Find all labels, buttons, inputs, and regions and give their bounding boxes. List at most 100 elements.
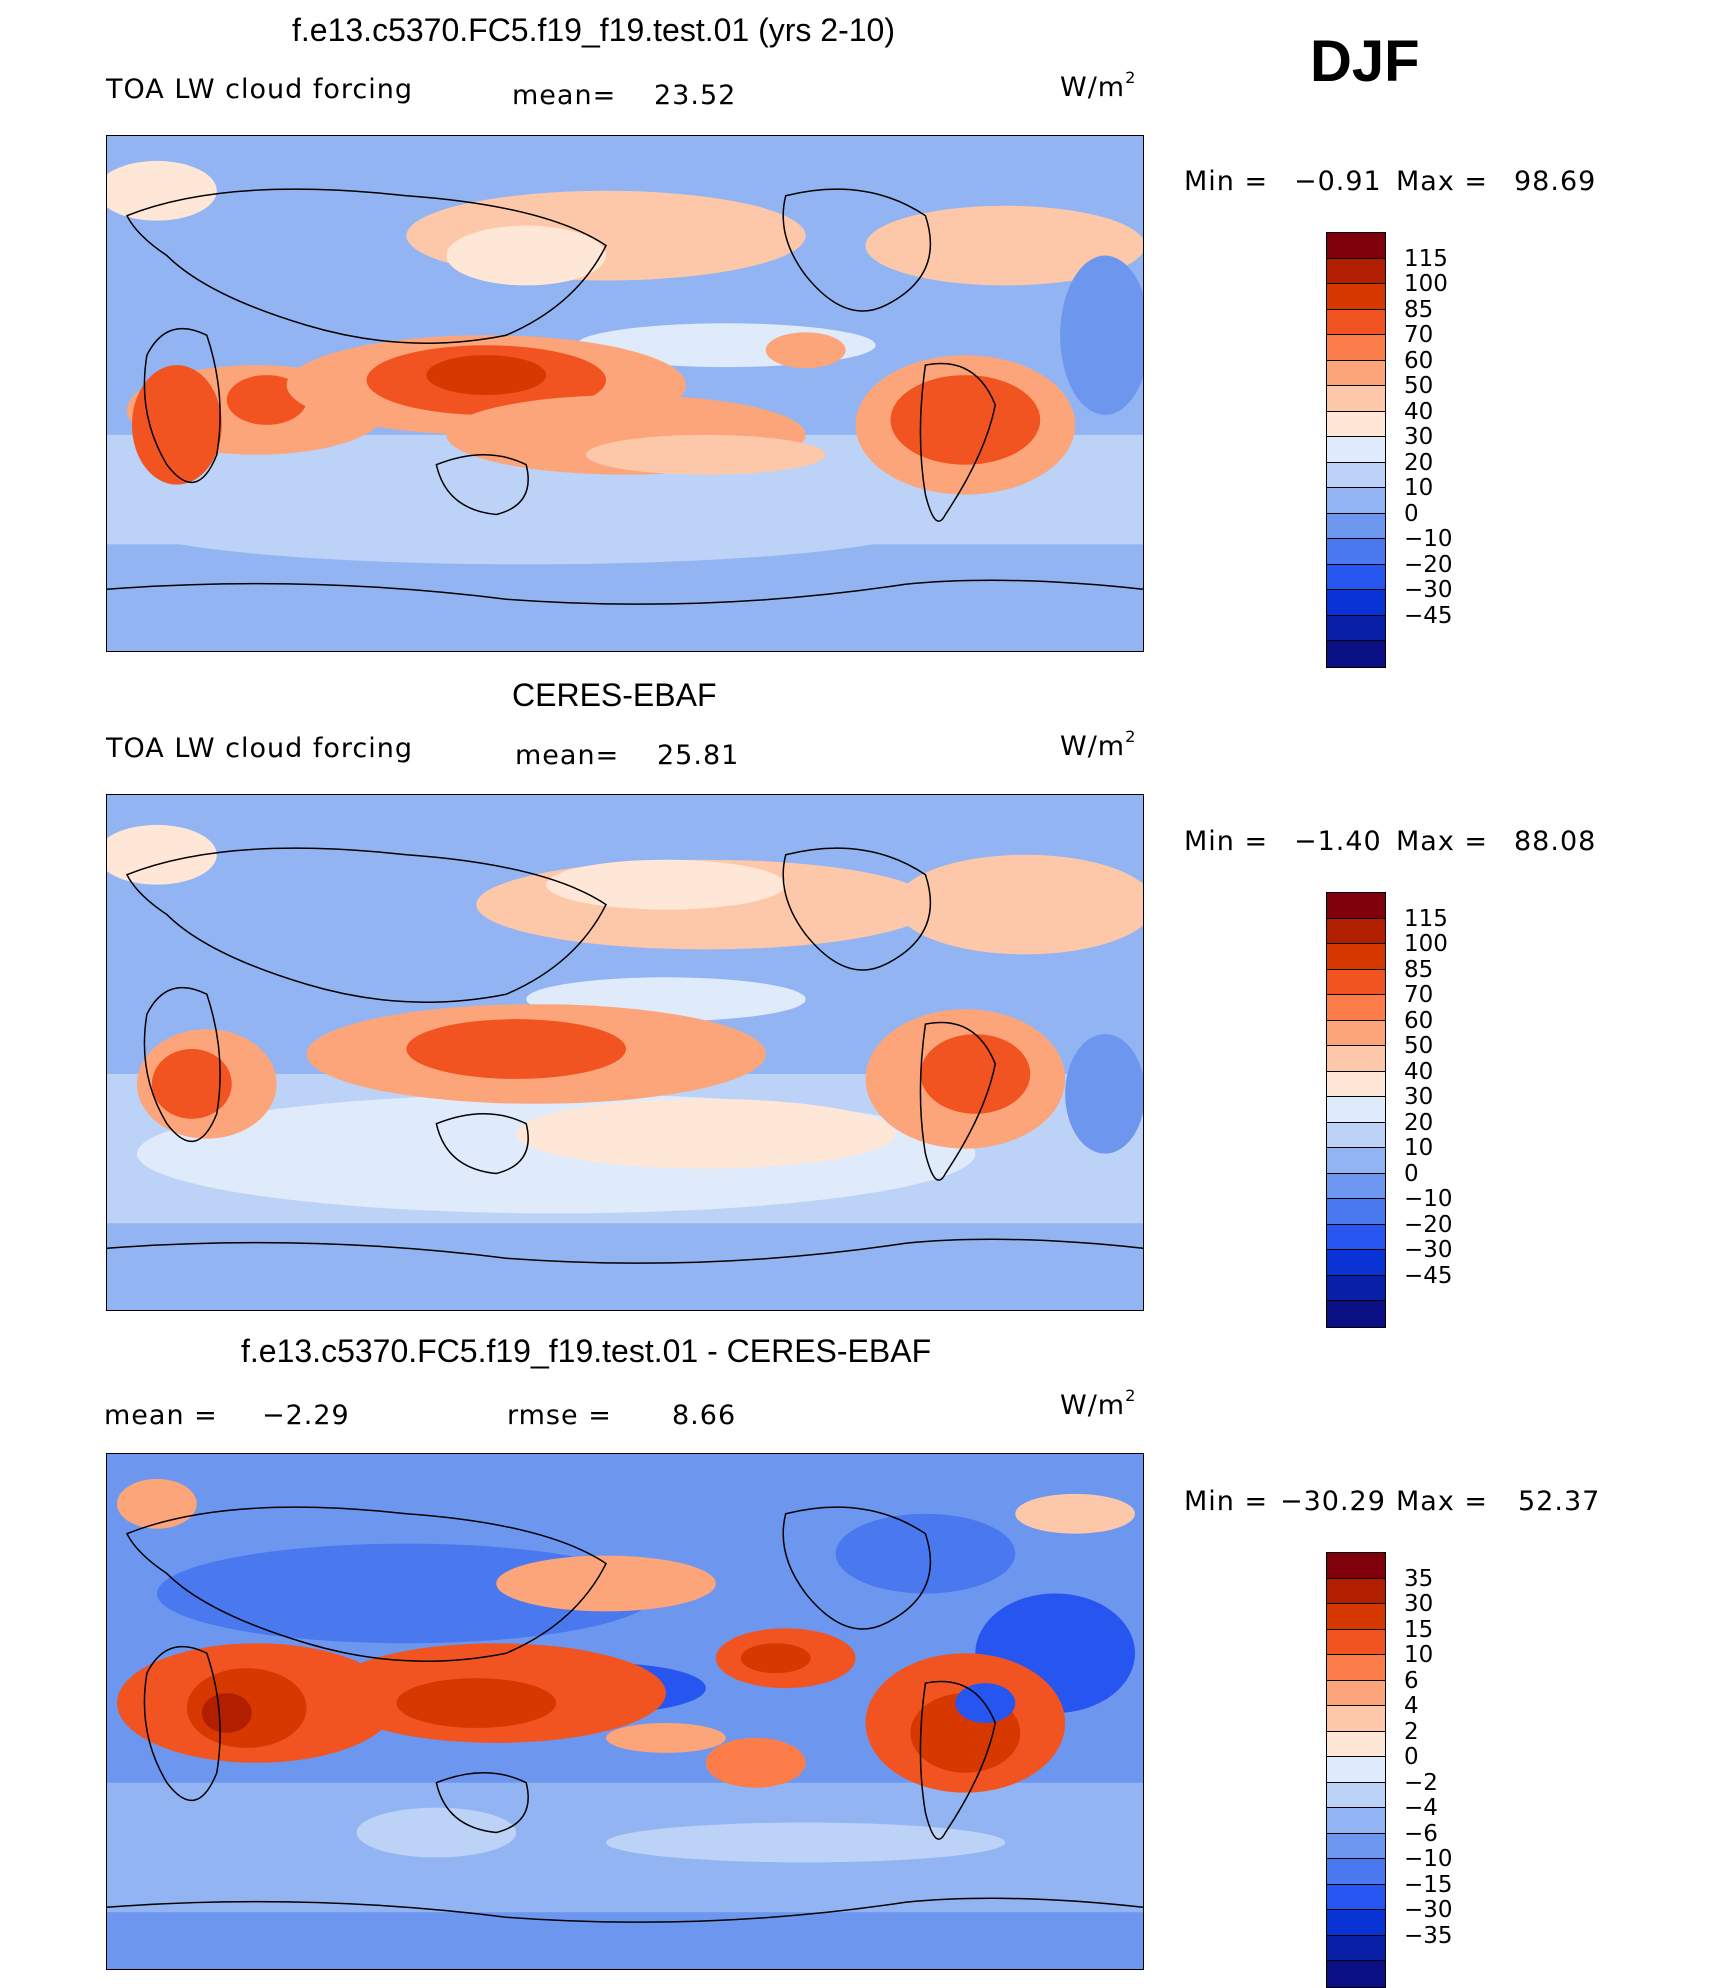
panel3-max-value: 52.37 bbox=[1518, 1486, 1601, 1517]
colorbar-tick-label: −45 bbox=[1404, 1262, 1453, 1289]
colorbar-tick-label: 6 bbox=[1404, 1667, 1419, 1694]
colorbar-swatch bbox=[1327, 539, 1385, 565]
colorbar-swatch bbox=[1327, 1935, 1385, 1961]
colorbar-swatch bbox=[1327, 1224, 1385, 1250]
colorbar-swatch bbox=[1327, 360, 1385, 386]
colorbar-tick-label: −20 bbox=[1404, 551, 1453, 578]
colorbar-swatch bbox=[1327, 1808, 1385, 1834]
colorbar-tick-label: 10 bbox=[1404, 1135, 1434, 1161]
panel1-min-value: −0.91 bbox=[1294, 166, 1382, 197]
colorbar-tick-label: 0 bbox=[1404, 1744, 1419, 1770]
colorbar-swatch bbox=[1327, 1757, 1385, 1783]
colorbar-swatch bbox=[1327, 918, 1385, 944]
colorbar-swatch bbox=[1327, 488, 1385, 514]
colorbar-tick-label: 60 bbox=[1404, 347, 1434, 374]
colorbar-swatch bbox=[1327, 1782, 1385, 1808]
colorbar-tick-label: −30 bbox=[1404, 1237, 1453, 1263]
colorbar-swatch bbox=[1327, 1020, 1385, 1046]
panel1-colorbar bbox=[1326, 232, 1386, 668]
colorbar-tick-label: 60 bbox=[1404, 1007, 1434, 1034]
colorbar-tick-label: 2 bbox=[1404, 1718, 1419, 1745]
colorbar-swatch bbox=[1327, 1301, 1385, 1327]
colorbar-swatch bbox=[1327, 1173, 1385, 1199]
colorbar-swatch bbox=[1327, 1071, 1385, 1097]
panel2-max-label: Max = bbox=[1396, 826, 1489, 857]
panel3-min-value: −30.29 bbox=[1280, 1486, 1386, 1517]
colorbar-tick-label: −10 bbox=[1404, 1846, 1453, 1872]
colorbar-tick-label: −2 bbox=[1404, 1769, 1438, 1796]
colorbar-swatch bbox=[1327, 893, 1385, 919]
colorbar-tick-label: 70 bbox=[1404, 322, 1434, 348]
colorbar-tick-label: 30 bbox=[1404, 424, 1434, 450]
colorbar-swatch bbox=[1327, 1655, 1385, 1681]
colorbar-tick-label: −45 bbox=[1404, 602, 1453, 629]
colorbar-tick-label: 0 bbox=[1404, 500, 1419, 527]
colorbar-swatch bbox=[1327, 590, 1385, 616]
colorbar-tick-label: 85 bbox=[1404, 296, 1434, 323]
panel3-max-label: Max = bbox=[1396, 1486, 1489, 1517]
colorbar-tick-label: 50 bbox=[1404, 1033, 1434, 1059]
colorbar-tick-label: 40 bbox=[1404, 1058, 1434, 1085]
colorbar-swatch bbox=[1327, 564, 1385, 590]
colorbar-swatch bbox=[1327, 411, 1385, 437]
colorbar-swatch bbox=[1327, 1706, 1385, 1732]
colorbar-tick-label: 115 bbox=[1404, 905, 1448, 932]
colorbar-tick-label: 0 bbox=[1404, 1160, 1419, 1187]
colorbar-tick-label: −10 bbox=[1404, 526, 1453, 552]
panel1-title: f.e13.c5370.FC5.f19_f19.test.01 (yrs 2-1… bbox=[292, 12, 895, 48]
panel3-map bbox=[106, 1453, 1144, 1970]
colorbar-tick-label: −30 bbox=[1404, 1897, 1453, 1923]
colorbar-tick-label: 4 bbox=[1404, 1693, 1419, 1719]
panel3-rmse-label: rmse = bbox=[507, 1400, 612, 1431]
colorbar-swatch bbox=[1327, 437, 1385, 463]
colorbar-tick-label: 85 bbox=[1404, 956, 1434, 983]
colorbar-tick-label: 70 bbox=[1404, 982, 1434, 1008]
panel2-map bbox=[106, 794, 1144, 1311]
colorbar-swatch bbox=[1327, 1097, 1385, 1123]
colorbar-tick-label: 115 bbox=[1404, 245, 1448, 272]
colorbar-tick-label: 15 bbox=[1404, 1616, 1434, 1643]
panel1-units: W/m2 bbox=[1060, 68, 1137, 103]
panel1-max-label: Max = bbox=[1396, 166, 1489, 197]
colorbar-swatch bbox=[1327, 335, 1385, 361]
colorbar-swatch bbox=[1327, 513, 1385, 539]
colorbar-tick-label: 100 bbox=[1404, 931, 1448, 957]
season-label: DJF bbox=[1310, 29, 1420, 94]
panel3-min-label: Min = bbox=[1184, 1486, 1269, 1517]
colorbar-swatch bbox=[1327, 1680, 1385, 1706]
panel3-rmse-value: 8.66 bbox=[672, 1400, 737, 1431]
colorbar-tick-label: 30 bbox=[1404, 1084, 1434, 1110]
panel1-mean-label: mean= bbox=[512, 80, 617, 111]
panel3-colorbar bbox=[1326, 1552, 1386, 1988]
colorbar-swatch bbox=[1327, 944, 1385, 970]
colorbar-swatch bbox=[1327, 1961, 1385, 1987]
panel2-min-value: −1.40 bbox=[1294, 826, 1382, 857]
panel1-map bbox=[106, 135, 1144, 652]
panel1-mean-value: 23.52 bbox=[654, 80, 737, 111]
colorbar-swatch bbox=[1327, 233, 1385, 259]
colorbar-swatch bbox=[1327, 1629, 1385, 1655]
panel2-max-value: 88.08 bbox=[1514, 826, 1597, 857]
colorbar-tick-label: −15 bbox=[1404, 1871, 1453, 1898]
colorbar-tick-label: 10 bbox=[1404, 475, 1434, 501]
panel2-units: W/m2 bbox=[1060, 727, 1137, 762]
colorbar-swatch bbox=[1327, 1199, 1385, 1225]
colorbar-tick-label: 35 bbox=[1404, 1565, 1434, 1592]
colorbar-tick-label: −20 bbox=[1404, 1211, 1453, 1238]
panel2-mean-label: mean= bbox=[515, 740, 620, 771]
colorbar-swatch bbox=[1327, 615, 1385, 641]
colorbar-swatch bbox=[1327, 258, 1385, 284]
colorbar-swatch bbox=[1327, 1884, 1385, 1910]
colorbar-swatch bbox=[1327, 1731, 1385, 1757]
panel3-mean-value: −2.29 bbox=[262, 1400, 350, 1431]
colorbar-tick-label: 100 bbox=[1404, 271, 1448, 297]
colorbar-tick-label: 20 bbox=[1404, 1109, 1434, 1136]
colorbar-swatch bbox=[1327, 1910, 1385, 1936]
colorbar-tick-label: −4 bbox=[1404, 1795, 1438, 1821]
colorbar-swatch bbox=[1327, 995, 1385, 1021]
colorbar-tick-label: 10 bbox=[1404, 1642, 1434, 1668]
colorbar-tick-label: 40 bbox=[1404, 398, 1434, 425]
colorbar-swatch bbox=[1327, 1275, 1385, 1301]
colorbar-swatch bbox=[1327, 309, 1385, 335]
colorbar-swatch bbox=[1327, 1604, 1385, 1630]
